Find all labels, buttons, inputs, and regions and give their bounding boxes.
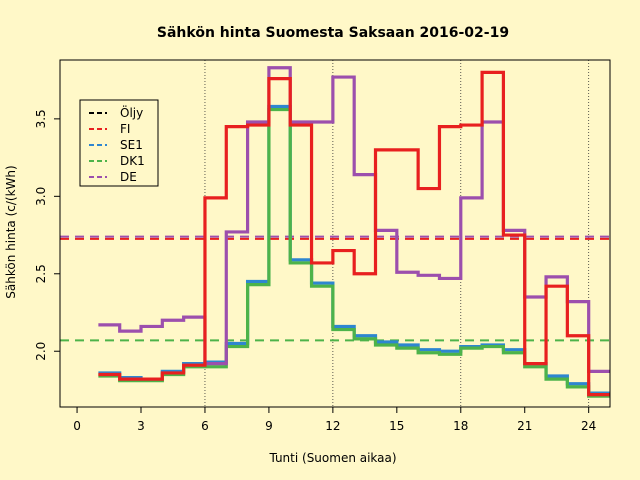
legend: Öljy FI SE1 DK1 DE <box>79 99 159 187</box>
x-tick-label-21: 21 <box>517 419 532 433</box>
legend-label-0: Öljy <box>120 104 143 120</box>
x-tick-label-3: 3 <box>137 419 145 433</box>
legend-label-1: FI <box>120 122 130 136</box>
y-tick-label-2: 3.0 <box>34 187 48 206</box>
legend-box <box>79 99 159 187</box>
series-lines <box>98 66 610 398</box>
y-axis-label: Sähkön hinta (c/(kWh) <box>4 165 18 298</box>
y-tick-label-0: 2.0 <box>34 342 48 361</box>
x-axis-label: Tunti (Suomen aikaa) <box>268 451 396 465</box>
x-axis: 0 3 6 9 12 15 18 21 24 <box>73 406 596 433</box>
x-tick-label-18: 18 <box>453 419 468 433</box>
x-tick-label-6: 6 <box>201 419 209 433</box>
reference-lines <box>60 235 610 342</box>
y-tick-label-1: 2.5 <box>34 264 48 283</box>
y-tick-label-3: 3.5 <box>34 109 48 128</box>
legend-label-2: SE1 <box>120 138 143 152</box>
x-tick-label-0: 0 <box>73 419 81 433</box>
chart-title: Sähkön hinta Suomesta Saksaan 2016-02-19 <box>157 25 509 41</box>
legend-label-3: DK1 <box>120 154 145 168</box>
x-tick-label-9: 9 <box>265 419 273 433</box>
x-tick-label-24: 24 <box>581 419 596 433</box>
x-tick-label-15: 15 <box>389 419 404 433</box>
legend-label-4: DE <box>120 170 137 184</box>
y-axis: 2.0 2.5 3.0 3.5 <box>34 109 60 361</box>
series-FI <box>98 70 610 397</box>
x-tick-label-12: 12 <box>325 419 340 433</box>
